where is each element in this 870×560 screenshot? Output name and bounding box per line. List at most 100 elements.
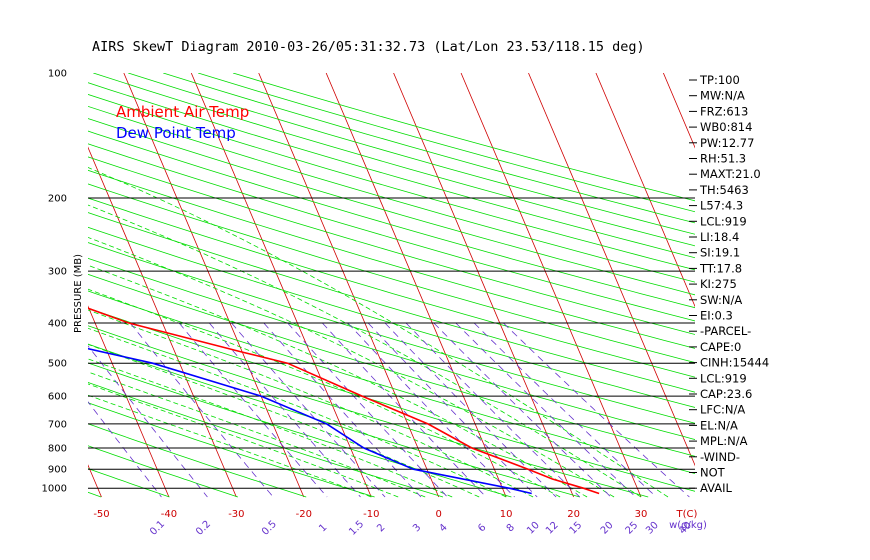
dew-point-line (88, 347, 532, 495)
index-entry: MAXT:21.0 (700, 167, 761, 181)
index-entry: TH:5463 (699, 183, 749, 197)
index-entry: TT:17.8 (699, 261, 742, 275)
dry-adiabat-line (88, 82, 695, 259)
index-entry: MW:N/A (700, 89, 745, 103)
moist-adiabat-line (88, 358, 453, 498)
dry-adiabat-line (88, 325, 649, 498)
bottom-temp-tick-label: -10 (363, 509, 379, 520)
index-entry: LCL:919 (700, 371, 747, 385)
mixing-ratio-tick-label: 10 (525, 520, 542, 537)
dry-adiabat-line (88, 118, 695, 296)
moist-adiabat-line (88, 394, 372, 498)
mixing-ratio-line (263, 322, 422, 498)
mixing-ratio-line (88, 345, 208, 498)
dry-adiabat-line (88, 402, 375, 498)
isotherm-line (190, 73, 372, 498)
mixing-ratio-tick-label: 1 (317, 522, 329, 534)
bottom-temp-tick-label: 10 (500, 509, 513, 520)
chart-title: AIRS SkewT Diagram 2010-03-26/05:31:32.7… (92, 39, 645, 55)
index-entry: CAP:23.6 (700, 387, 752, 401)
index-entry: CAPE:0 (700, 340, 741, 354)
bottom-temp-tick-label: 30 (635, 509, 648, 520)
dry-adiabat-line (88, 197, 695, 378)
pressure-tick-label: 600 (48, 392, 67, 403)
mixing-ratio-grid (88, 322, 690, 498)
index-entry: EL:N/A (700, 418, 738, 432)
index-entry: NOT (700, 466, 726, 480)
temp-unit-label: T(C) (676, 509, 698, 520)
dry-adiabat-line (88, 212, 695, 393)
isotherm-line (123, 73, 305, 498)
mixing-ratio-tick-label: 12 (544, 520, 561, 537)
dry-adiabat-line (88, 169, 695, 349)
index-entry: SW:N/A (700, 293, 742, 307)
legend-dew-point: Dew Point Temp (116, 124, 236, 142)
sounding-series (88, 307, 600, 495)
pressure-tick-label: 500 (48, 359, 67, 370)
mixing-ratio-tick-label: 0.2 (194, 519, 213, 538)
dry-adiabat-line (88, 226, 695, 408)
index-entry: LI:18.4 (700, 230, 739, 244)
mixing-ratio-line (129, 322, 274, 498)
isotherm-line (528, 73, 695, 467)
index-entry: AVAIL (700, 481, 733, 495)
isotherm-line (88, 305, 170, 498)
index-entry: RH:51.3 (700, 152, 746, 166)
isotherm-line (258, 73, 440, 498)
moist-adiabat-line (88, 204, 642, 498)
mixing-ratio-line (433, 322, 612, 498)
dry-adiabat-line (88, 105, 695, 283)
isotherm-line (393, 73, 574, 498)
pressure-tick-label: 100 (48, 69, 67, 80)
index-entry: TP:100 (699, 73, 740, 87)
bottom-temp-tick-label: -40 (161, 509, 177, 520)
index-entry: FRZ:613 (700, 104, 748, 118)
dry-adiabat-line (88, 445, 239, 498)
index-entry: -WIND- (700, 450, 740, 464)
index-entry: CINH:15444 (700, 356, 769, 370)
isotherm-line (88, 464, 102, 498)
mixing-ratio-tick-label: 0.1 (148, 519, 167, 538)
index-entry: -PARCEL- (700, 324, 751, 338)
mixing-ratio-unit-label: w(g/kg) (669, 520, 707, 531)
index-entry: L57:4.3 (700, 199, 743, 213)
mixing-ratio-line (347, 322, 515, 498)
index-entry: SI:19.1 (700, 246, 740, 260)
legend-ambient-temp: Ambient Air Temp (116, 103, 249, 121)
mixing-ratio-line (208, 322, 361, 498)
dry-adiabat-line (88, 156, 695, 335)
ambient-temp-line (88, 307, 600, 495)
dry-adiabat-line (88, 423, 307, 498)
y-axis-label: PRESSURE (MB) (73, 254, 84, 333)
bottom-temp-tick-label: -20 (296, 509, 312, 520)
moist-adiabat-line (88, 236, 615, 498)
moist-adiabat-grid (88, 167, 669, 498)
isotherm-grid (88, 73, 695, 498)
bottom-temp-tick-label: -50 (93, 509, 109, 520)
isobar-lines (88, 197, 695, 489)
index-entry: EI:0.3 (700, 309, 733, 323)
dry-adiabat-line (0, 73, 33, 497)
dry-adiabat-line (88, 382, 444, 498)
dry-adiabat-line (88, 290, 695, 474)
pressure-tick-label: 700 (48, 419, 67, 430)
pressure-tick-label: 800 (48, 443, 67, 454)
mixing-ratio-line (473, 322, 657, 498)
dry-adiabat-line (88, 343, 580, 498)
dry-adiabat-line (93, 73, 695, 247)
pressure-tick-label: 1000 (42, 484, 67, 495)
pressure-tick-label: 300 (48, 267, 67, 278)
mixing-ratio-tick-label: 8 (505, 522, 517, 534)
index-entry: MPL:N/A (700, 434, 748, 448)
pressure-tick-label: 200 (48, 193, 67, 204)
mixing-ratio-line (405, 322, 581, 498)
dry-adiabat-line (88, 307, 695, 492)
mixing-ratio-tick-label: 30 (644, 520, 661, 537)
dry-adiabat-line (88, 257, 695, 440)
mixing-ratio-tick-label: 6 (476, 522, 488, 534)
mixing-ratio-tick-label: 3 (411, 522, 423, 534)
isotherm-line (595, 73, 695, 308)
index-entry: KI:275 (700, 277, 737, 291)
mixing-ratio-line (231, 322, 386, 498)
index-entry: LCL:919 (700, 214, 747, 228)
